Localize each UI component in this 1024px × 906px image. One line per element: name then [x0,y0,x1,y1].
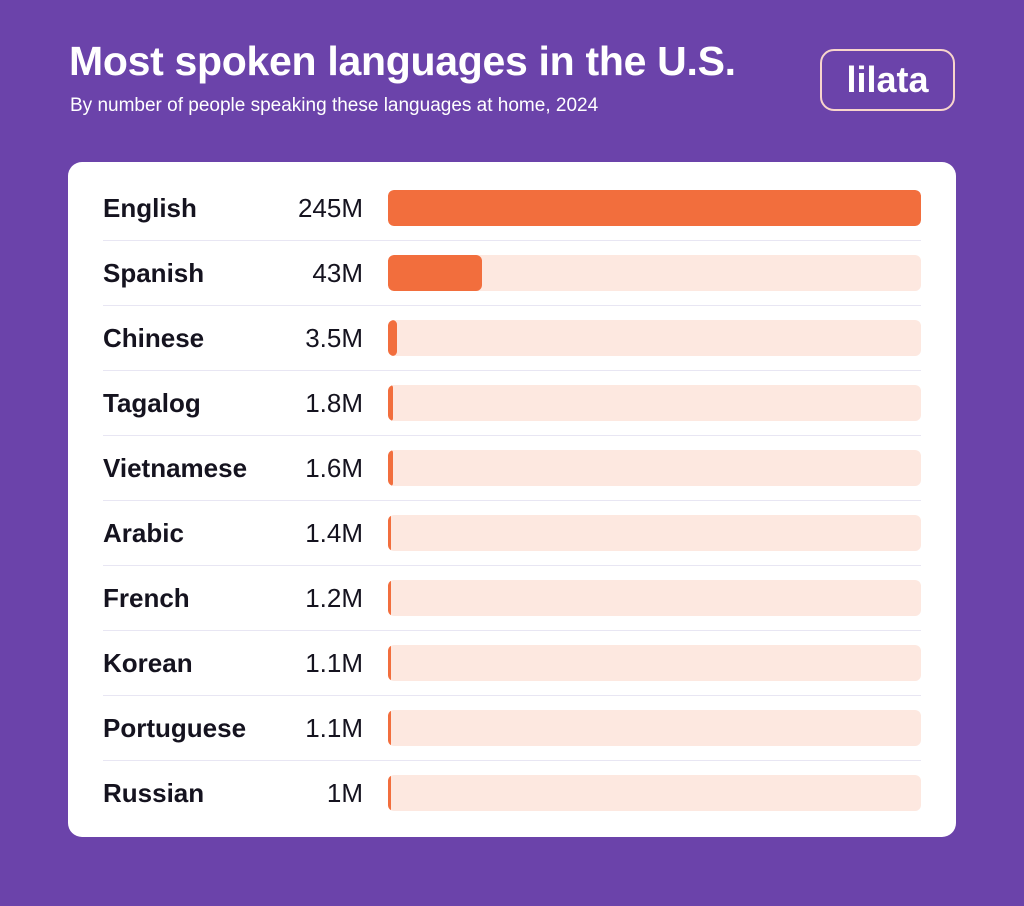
row-divider [103,760,921,761]
bar-row: Chinese 3.5M [103,306,921,371]
bar-row: Arabic 1.4M [103,501,921,566]
bar-row: French 1.2M [103,566,921,631]
bar-row: Spanish 43M [103,241,921,306]
language-label: Portuguese [103,713,247,743]
bar-row: Tagalog 1.8M [103,371,921,436]
row-divider [103,500,921,501]
row-divider [103,695,921,696]
chart-title: Most spoken languages in the U.S. [69,38,736,84]
bar-fill [388,255,482,291]
bar-fill [388,645,391,681]
row-divider [103,305,921,306]
bar-row: Vietnamese 1.6M [103,436,921,501]
logo-text: lilata [846,59,929,100]
value-label: 1.6M [305,453,363,483]
bar-track [388,385,921,421]
bar-fill [388,450,393,486]
bar-track [388,450,921,486]
bar-track [388,255,921,291]
value-label: 1.4M [305,518,363,548]
row-divider [103,240,921,241]
bar-track [388,190,921,226]
bar-fill [388,320,397,356]
language-label: English [103,193,197,223]
value-label: 1.1M [305,648,363,678]
row-divider [103,370,921,371]
value-label: 1.8M [305,388,363,418]
bar-fill [388,775,391,811]
language-label: Chinese [103,323,205,353]
bar-fill [388,515,392,551]
bar-row: English 245M [103,176,921,241]
value-label: 3.5M [305,323,363,353]
bar-fill [388,190,921,226]
language-label: French [103,583,190,613]
bar-row: Portuguese 1.1M [103,696,921,761]
value-label: 1.1M [305,713,363,743]
row-divider [103,565,921,566]
bar-fill [388,580,391,616]
language-label: Korean [103,648,193,678]
bar-row: Russian 1M [103,761,921,826]
value-label: 43M [312,258,363,288]
bar-track [388,580,921,616]
value-label: 245M [297,193,363,223]
value-label: 1.2M [305,583,363,613]
bar-track [388,320,921,356]
chart-subtitle: By number of people speaking these langu… [70,95,599,116]
bar-row: Korean 1.1M [103,631,921,696]
value-label: 1M [326,778,363,808]
row-divider [103,435,921,436]
language-label: Arabic [103,518,184,548]
row-divider [103,630,921,631]
language-label: Tagalog [103,388,201,418]
language-label: Spanish [103,258,205,288]
bar-fill [388,710,391,746]
bar-track [388,775,921,811]
language-label: Vietnamese [103,453,248,483]
brand-logo: lilata [820,49,955,111]
bar-track [388,645,921,681]
bar-fill [388,385,393,421]
bar-track [388,515,921,551]
chart-card: English 245M Spanish 43M Chinese 3.5M Tagalog 1… [68,162,956,837]
bar-track [388,710,921,746]
language-label: Russian [103,778,205,808]
